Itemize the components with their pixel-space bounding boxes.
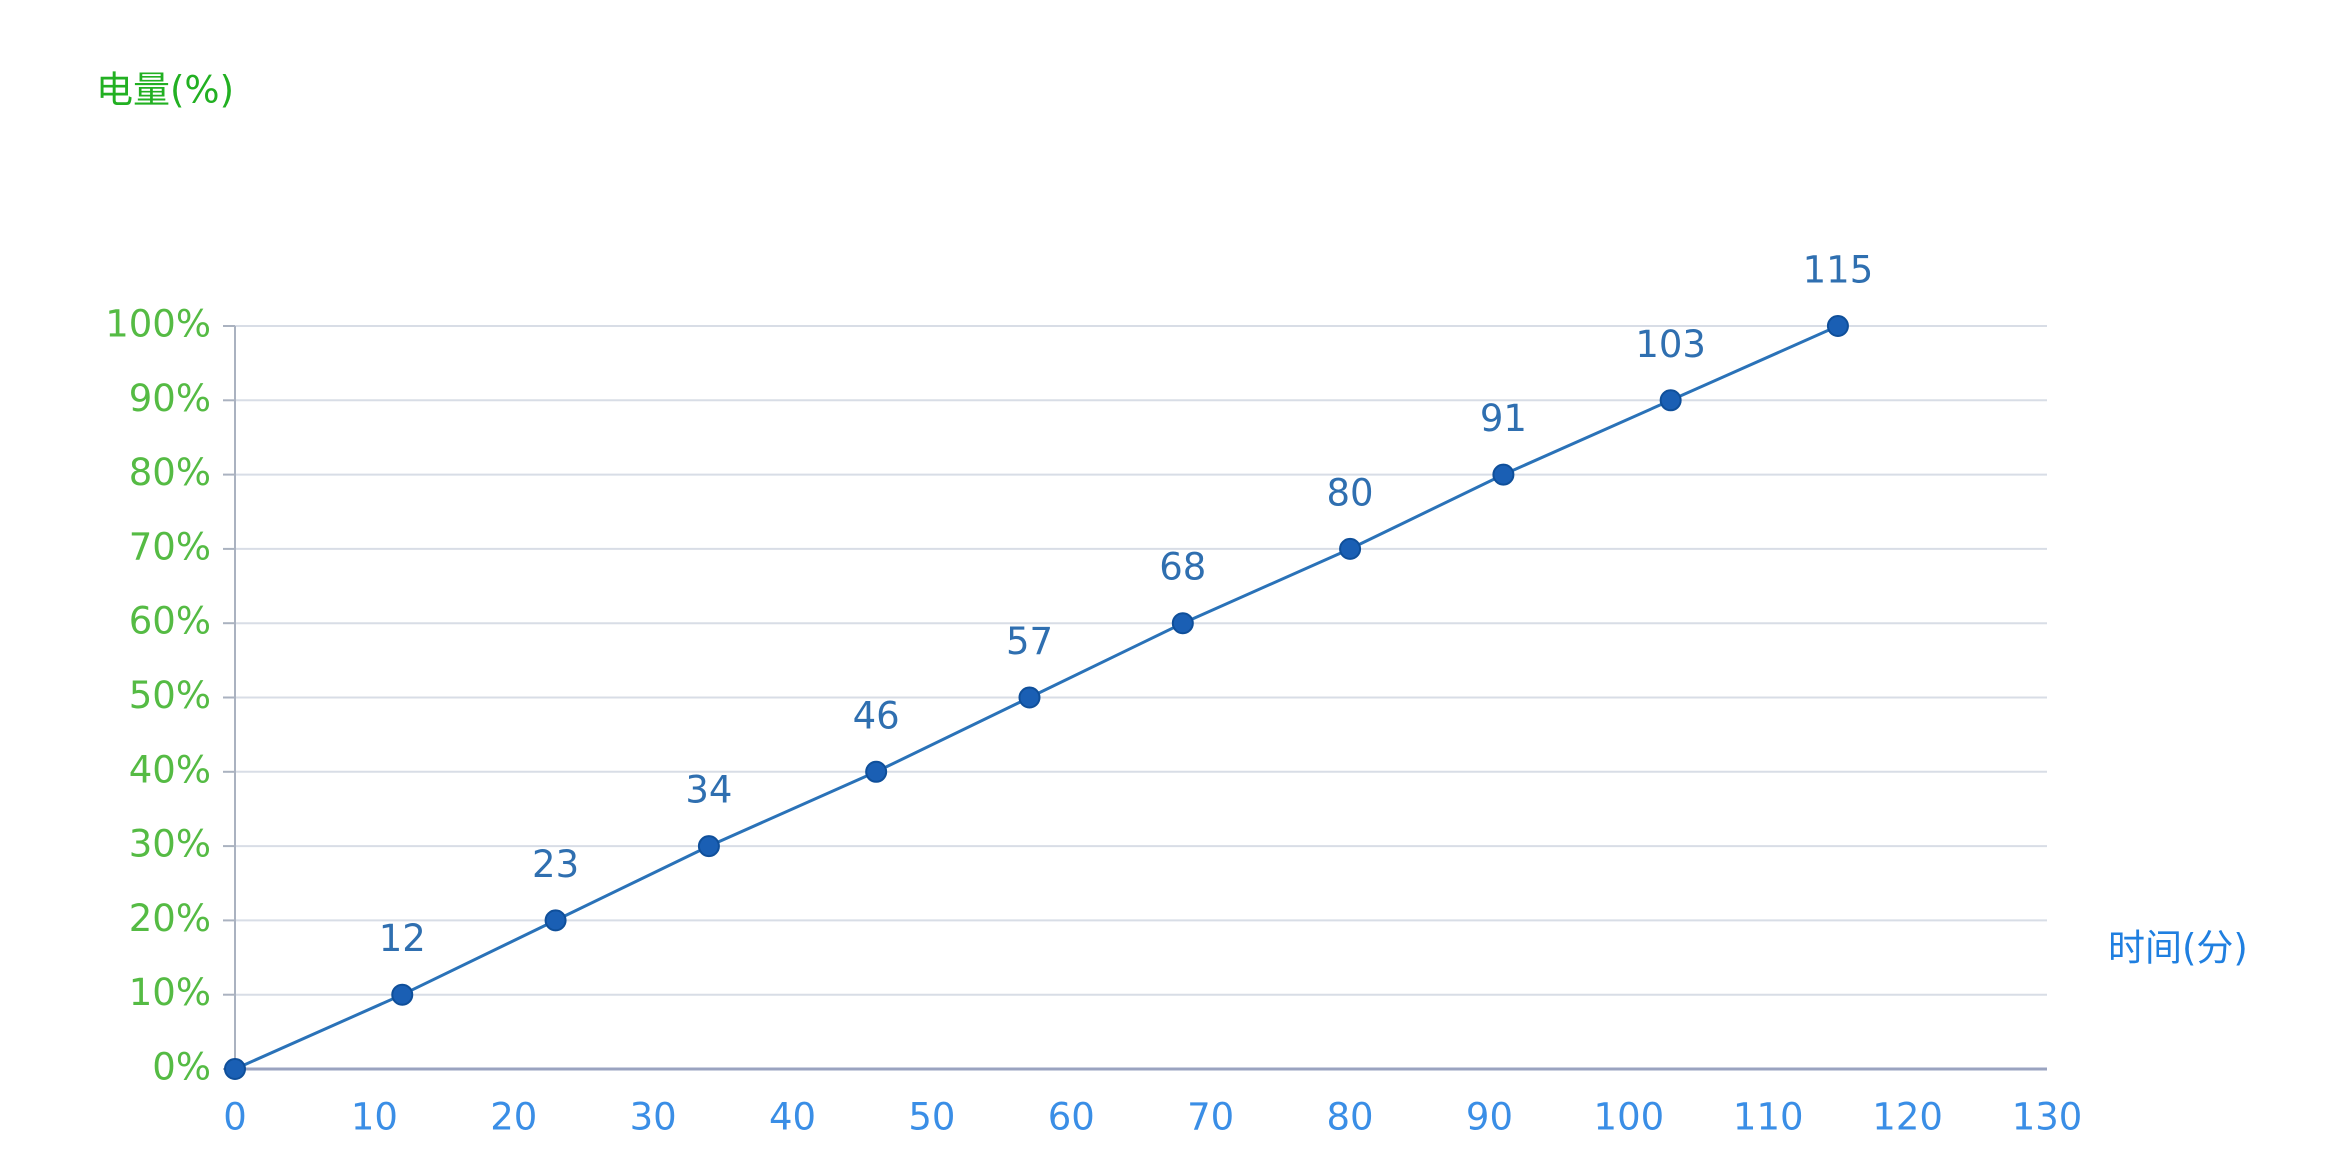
y-tick-label: 80% <box>129 451 211 494</box>
x-tick-label: 120 <box>1872 1096 1943 1139</box>
data-label: 103 <box>1635 323 1706 366</box>
y-tick-label: 60% <box>129 600 211 643</box>
point <box>1492 463 1515 486</box>
point <box>544 909 567 932</box>
x-tick-label: 90 <box>1466 1096 1513 1139</box>
data-label: 34 <box>685 769 732 812</box>
x-tick-label: 80 <box>1327 1096 1374 1139</box>
x-tick-label: 20 <box>490 1096 537 1139</box>
data-label: 23 <box>532 843 579 886</box>
y-tick-label: 0% <box>152 1046 211 1089</box>
x-tick-label: 0 <box>223 1096 247 1139</box>
point <box>1659 389 1682 412</box>
point <box>1171 612 1194 635</box>
point <box>224 1058 246 1080</box>
data-label: 80 <box>1327 471 1374 514</box>
point <box>865 760 888 783</box>
y-tick-label: 40% <box>129 748 211 791</box>
point <box>1339 537 1362 560</box>
y-tick-label: 30% <box>129 823 211 866</box>
data-label: 46 <box>853 694 900 737</box>
x-tick-label: 30 <box>630 1096 677 1139</box>
y-tick-label: 90% <box>129 377 211 420</box>
x-tick-label: 60 <box>1048 1096 1095 1139</box>
data-label: 115 <box>1803 249 1874 292</box>
point <box>697 835 720 858</box>
y-tick-label: 100% <box>105 303 211 346</box>
y-axis-title: 电量(%) <box>96 69 234 112</box>
x-tick-label: 130 <box>2012 1096 2083 1139</box>
x-tick-label: 40 <box>769 1096 816 1139</box>
data-label: 12 <box>379 917 426 960</box>
point <box>1826 315 1849 337</box>
data-label: 91 <box>1480 397 1527 440</box>
data-label: 68 <box>1159 546 1206 589</box>
x-tick-label: 100 <box>1594 1096 1665 1139</box>
y-tick-label: 20% <box>129 897 211 940</box>
y-tick-label: 10% <box>129 971 211 1014</box>
point <box>391 983 414 1006</box>
x-axis-title: 时间(分) <box>2108 927 2248 970</box>
x-tick-label: 70 <box>1187 1096 1234 1139</box>
point <box>1018 686 1041 709</box>
y-tick-label: 50% <box>129 674 211 717</box>
data-label: 57 <box>1006 620 1053 663</box>
x-tick-label: 110 <box>1733 1096 1804 1139</box>
y-tick-label: 70% <box>129 525 211 568</box>
x-tick-label: 10 <box>351 1096 398 1139</box>
x-tick-label: 50 <box>908 1096 955 1139</box>
